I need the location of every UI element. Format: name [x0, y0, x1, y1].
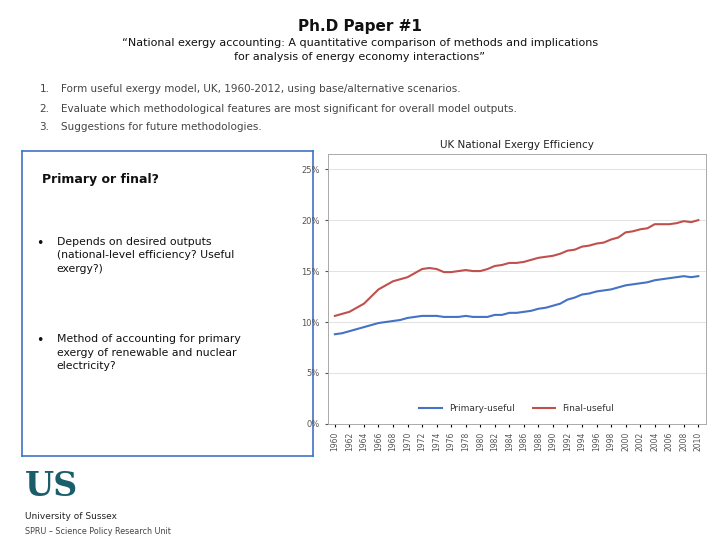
Line: Final-useful: Final-useful [335, 220, 698, 316]
Title: UK National Exergy Efficiency: UK National Exergy Efficiency [440, 140, 593, 150]
Primary-useful [593, 288, 601, 295]
Primary-useful [570, 294, 579, 301]
Text: “National exergy accounting: A quantitative comparison of methods and implicatio: “National exergy accounting: A quantitat… [122, 38, 598, 62]
Line: Primary-useful: Primary-useful [335, 276, 698, 334]
Primary-useful [447, 314, 456, 320]
Primary-useful [694, 273, 703, 279]
Legend: Primary-useful, Final-useful: Primary-useful, Final-useful [415, 401, 618, 417]
Final-useful [410, 270, 419, 276]
Text: Primary or final?: Primary or final? [42, 173, 159, 186]
Text: •: • [36, 237, 43, 249]
Primary-useful [410, 314, 419, 320]
Text: Depends on desired outputs
(national-level efficiency? Useful
exergy?): Depends on desired outputs (national-lev… [57, 237, 234, 274]
Text: Suggestions for future methodologies.: Suggestions for future methodologies. [61, 122, 262, 132]
Final-useful [593, 240, 601, 247]
Primary-useful [330, 331, 339, 338]
Primary-useful [440, 314, 449, 320]
Text: 1.: 1. [40, 84, 50, 94]
Text: University of Sussex: University of Sussex [24, 512, 117, 521]
Final-useful [570, 246, 579, 253]
Final-useful [330, 313, 339, 319]
Final-useful [440, 269, 449, 275]
Text: US: US [24, 470, 78, 503]
Text: SPRU – Science Policy Research Unit: SPRU – Science Policy Research Unit [24, 527, 171, 536]
Text: •: • [36, 334, 43, 347]
Final-useful [694, 217, 703, 224]
Text: Evaluate which methodological features are most significant for overall model ou: Evaluate which methodological features a… [61, 104, 517, 114]
Primary-useful [680, 273, 688, 279]
Text: Method of accounting for primary
exergy of renewable and nuclear
electricity?: Method of accounting for primary exergy … [57, 334, 240, 372]
Text: 3.: 3. [40, 122, 50, 132]
Text: Ph.D Paper #1: Ph.D Paper #1 [298, 19, 422, 34]
Primary-useful [687, 274, 696, 280]
Text: Form useful exergy model, UK, 1960-2012, using base/alternative scenarios.: Form useful exergy model, UK, 1960-2012,… [61, 84, 461, 94]
Final-useful [687, 219, 696, 225]
Text: 2.: 2. [40, 104, 50, 114]
Final-useful [447, 269, 456, 275]
